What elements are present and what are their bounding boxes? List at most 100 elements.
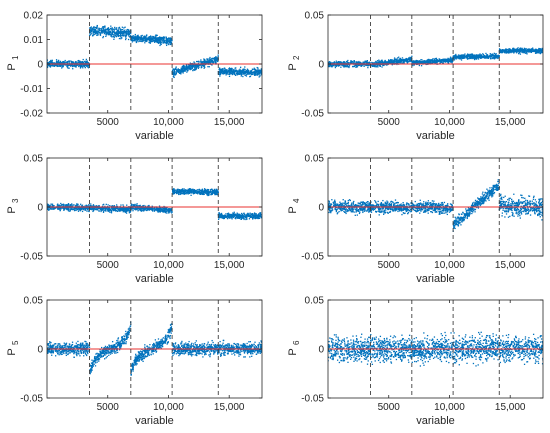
data-point	[131, 39, 134, 42]
data-point	[77, 210, 80, 212]
data-point	[426, 59, 429, 61]
data-point	[123, 35, 125, 37]
data-point	[79, 67, 82, 69]
data-point	[518, 50, 520, 53]
data-point	[422, 61, 424, 63]
data-point	[470, 54, 472, 56]
data-point	[165, 36, 167, 38]
data-point	[99, 34, 102, 36]
data-point	[135, 41, 138, 44]
data-point	[128, 31, 130, 33]
data-point	[339, 64, 342, 66]
data-point	[329, 61, 331, 63]
data-point	[165, 44, 168, 47]
data-point	[398, 58, 400, 60]
data-point	[139, 40, 141, 43]
data-point	[47, 207, 49, 210]
data-point	[95, 32, 98, 34]
data-point	[71, 62, 73, 64]
data-point	[58, 207, 60, 209]
data-point	[430, 62, 432, 64]
data-point	[134, 33, 136, 36]
data-point	[493, 55, 496, 57]
data-point	[366, 61, 368, 64]
data-point	[397, 59, 400, 61]
data-point	[57, 59, 60, 62]
data-point	[209, 60, 211, 63]
data-point	[521, 49, 523, 51]
data-point	[377, 61, 380, 63]
data-point	[338, 62, 341, 64]
data-point	[163, 40, 165, 42]
data-point	[401, 62, 403, 65]
data-point	[183, 66, 185, 69]
data-point	[348, 62, 350, 65]
data-point	[129, 32, 132, 34]
data-point	[364, 61, 367, 63]
data-point	[149, 39, 151, 42]
data-point	[200, 60, 202, 63]
data-point	[226, 69, 228, 71]
data-point	[97, 34, 99, 36]
data-point	[172, 73, 174, 75]
data-point	[153, 41, 156, 43]
data-point	[70, 208, 73, 210]
data-point	[329, 65, 331, 68]
data-point	[170, 41, 173, 44]
data-point	[201, 62, 203, 64]
data-point	[108, 210, 110, 212]
data-point	[196, 60, 198, 63]
data-point	[461, 57, 463, 59]
data-point	[352, 65, 354, 68]
data-point	[64, 59, 66, 62]
data-point	[136, 36, 138, 38]
data-point	[66, 204, 68, 207]
data-point	[84, 66, 86, 69]
data-point	[115, 207, 118, 210]
data-point	[480, 54, 483, 57]
data-point	[94, 31, 96, 33]
data-point	[455, 53, 457, 56]
data-point	[349, 64, 351, 66]
data-point	[186, 71, 188, 73]
data-point	[66, 64, 68, 67]
data-point	[379, 61, 381, 64]
data-point	[97, 205, 99, 207]
data-point	[101, 208, 103, 211]
data-point	[149, 40, 151, 42]
data-point	[529, 50, 531, 52]
data-point	[524, 51, 526, 53]
data-point	[163, 39, 165, 42]
data-point	[364, 60, 366, 62]
data-point	[127, 207, 130, 210]
data-point	[158, 205, 161, 207]
data-point	[337, 62, 339, 64]
data-point	[219, 75, 221, 77]
data-point	[90, 27, 92, 29]
data-point	[491, 54, 493, 57]
data-point	[394, 60, 396, 63]
data-point	[213, 58, 216, 60]
data-point	[109, 208, 111, 210]
data-point	[534, 48, 536, 51]
data-point	[69, 64, 71, 66]
data-point	[102, 29, 104, 31]
data-point	[91, 205, 93, 207]
data-point	[121, 208, 123, 210]
data-point	[223, 67, 226, 69]
data-point	[82, 65, 84, 67]
data-point	[216, 58, 219, 61]
data-point	[97, 30, 99, 32]
data-point	[476, 57, 478, 59]
data-point	[124, 26, 126, 28]
data-point	[483, 57, 485, 59]
data-point	[518, 52, 520, 55]
data-point	[339, 61, 341, 63]
data-point	[173, 73, 176, 75]
data-point	[374, 65, 376, 68]
data-point	[119, 208, 121, 210]
data-point	[122, 204, 124, 206]
data-point	[411, 55, 413, 57]
data-point	[381, 62, 383, 64]
data-point	[508, 50, 510, 52]
